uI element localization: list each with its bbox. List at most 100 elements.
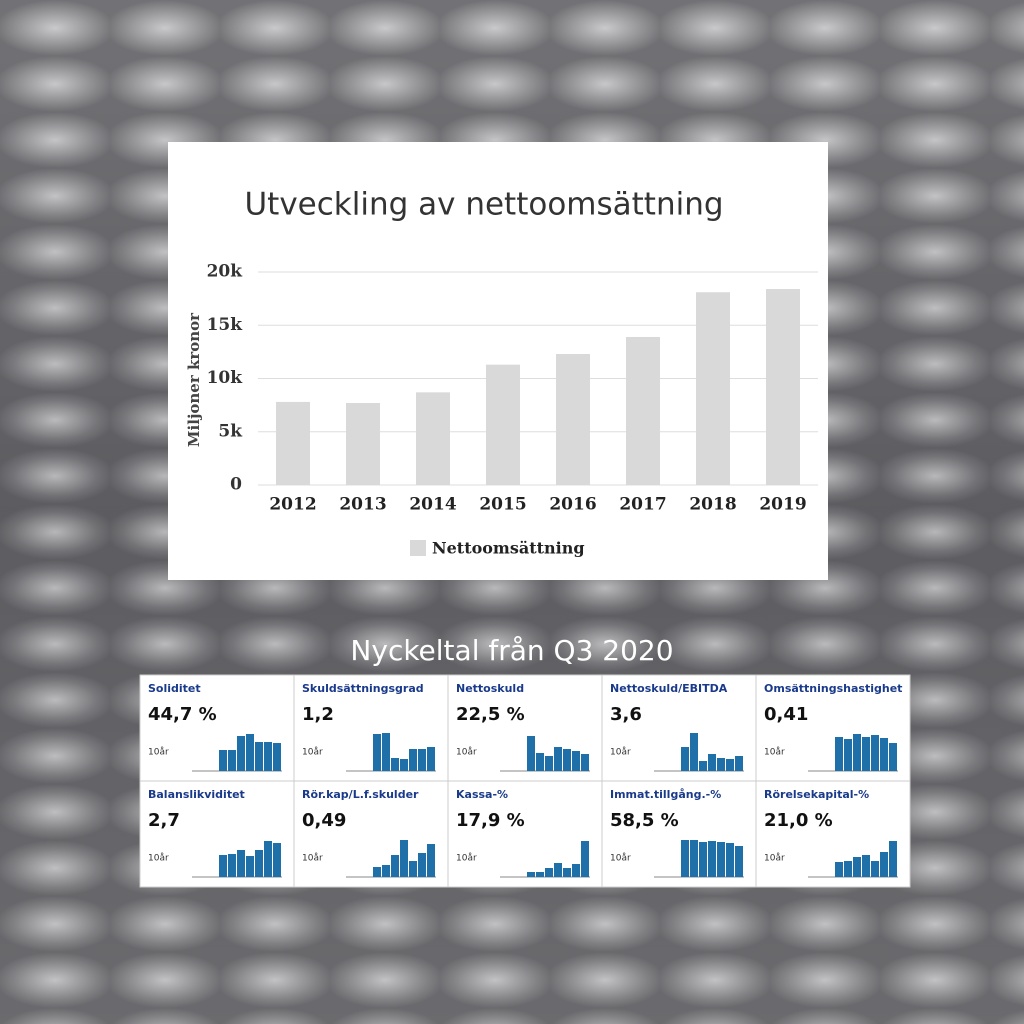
spark-bar [844,739,852,771]
kpi-value: 22,5 % [456,704,525,725]
spark-bar [418,749,426,771]
kpi-value: 2,7 [148,810,180,831]
spark-bar [844,861,852,877]
x-tick-label: 2016 [549,495,596,515]
kpi-value: 1,2 [302,704,334,725]
spark-bar [871,861,879,877]
spark-bar [219,855,227,877]
y-tick-label: 15k [207,315,244,335]
bar [766,289,800,485]
spark-bar [219,750,227,771]
spark-bar [708,841,716,877]
spark-bar [255,850,263,877]
spark-bar [708,754,716,771]
kpi-note: 10år [302,747,323,758]
spark-bar [427,844,435,877]
kpi-note: 10år [764,747,785,758]
x-tick-label: 2018 [689,495,736,515]
spark-bar [835,737,843,771]
spark-bar [554,747,562,771]
section-heading: Nyckeltal från Q3 2020 [350,634,673,667]
kpi-note: 10år [764,853,785,864]
kpi-title: Kassa-% [456,788,508,801]
spark-bar [373,867,381,877]
spark-bar [527,872,535,877]
spark-bar [835,862,843,877]
kpi-note: 10år [148,853,169,864]
kpi-note: 10år [148,747,169,758]
bar [346,402,380,485]
spark-bar [880,852,888,877]
kpi-title: Nettoskuld/EBITDA [610,682,728,695]
spark-bar [409,861,417,877]
spark-bar [545,756,553,771]
x-tick-label: 2015 [479,495,526,515]
spark-bar [237,850,245,877]
spark-bar [391,758,399,771]
spark-bar [726,843,734,877]
spark-bar [427,747,435,771]
y-tick-label: 5k [218,421,243,441]
kpi-title: Soliditet [148,682,201,695]
legend-swatch [410,540,426,556]
spark-bar [853,734,861,771]
spark-bar [889,841,897,877]
kpi-title: Omsättningshastighet [764,682,902,695]
kpi-value: 21,0 % [764,810,833,831]
kpi-value: 58,5 % [610,810,679,831]
spark-bar [409,749,417,771]
kpi-title: Rörelsekapital-% [764,788,869,801]
bar [556,354,590,485]
bar [276,401,310,485]
spark-bar [563,868,571,877]
x-tick-label: 2014 [409,495,456,515]
kpi-value: 44,7 % [148,704,217,725]
spark-bar [853,857,861,877]
spark-bar [391,855,399,877]
spark-bar [862,855,870,877]
bar [626,336,660,485]
spark-bar [581,841,589,877]
spark-bar [264,841,272,877]
kpi-value: 17,9 % [456,810,525,831]
spark-bar [418,853,426,877]
spark-bar [246,734,254,771]
bar [416,392,450,485]
spark-bar [400,840,408,877]
spark-bar [246,856,254,877]
spark-bar [699,842,707,877]
spark-bar [382,733,390,771]
spark-bar [382,865,390,877]
spark-bar [690,840,698,877]
y-axis-label: Miljoner kronor [185,312,203,447]
spark-bar [681,840,689,877]
spark-bar [255,742,263,771]
spark-bar [726,759,734,771]
spark-bar [717,758,725,771]
kpi-note: 10år [610,747,631,758]
legend-label: Nettoomsättning [432,539,585,558]
y-tick-label: 0 [230,475,242,495]
y-tick-label: 10k [207,368,244,388]
x-tick-label: 2019 [759,495,806,515]
spark-bar [581,754,589,771]
spark-bar [400,759,408,771]
spark-bar [527,736,535,771]
spark-bar [273,743,281,771]
spark-bar [880,738,888,771]
kpi-value: 0,49 [302,810,346,831]
chart-title: Utveckling av nettoomsättning [244,187,723,223]
spark-bar [264,742,272,771]
kpi-note: 10år [302,853,323,864]
kpi-title: Skuldsättningsgrad [302,682,424,695]
kpi-value: 0,41 [764,704,808,725]
spark-bar [228,750,236,771]
spark-bar [572,751,580,771]
spark-bar [273,843,281,877]
spark-bar [862,737,870,771]
spark-bar [237,736,245,771]
x-tick-label: 2017 [619,495,666,515]
y-tick-label: 20k [207,262,244,282]
kpi-note: 10år [610,853,631,864]
